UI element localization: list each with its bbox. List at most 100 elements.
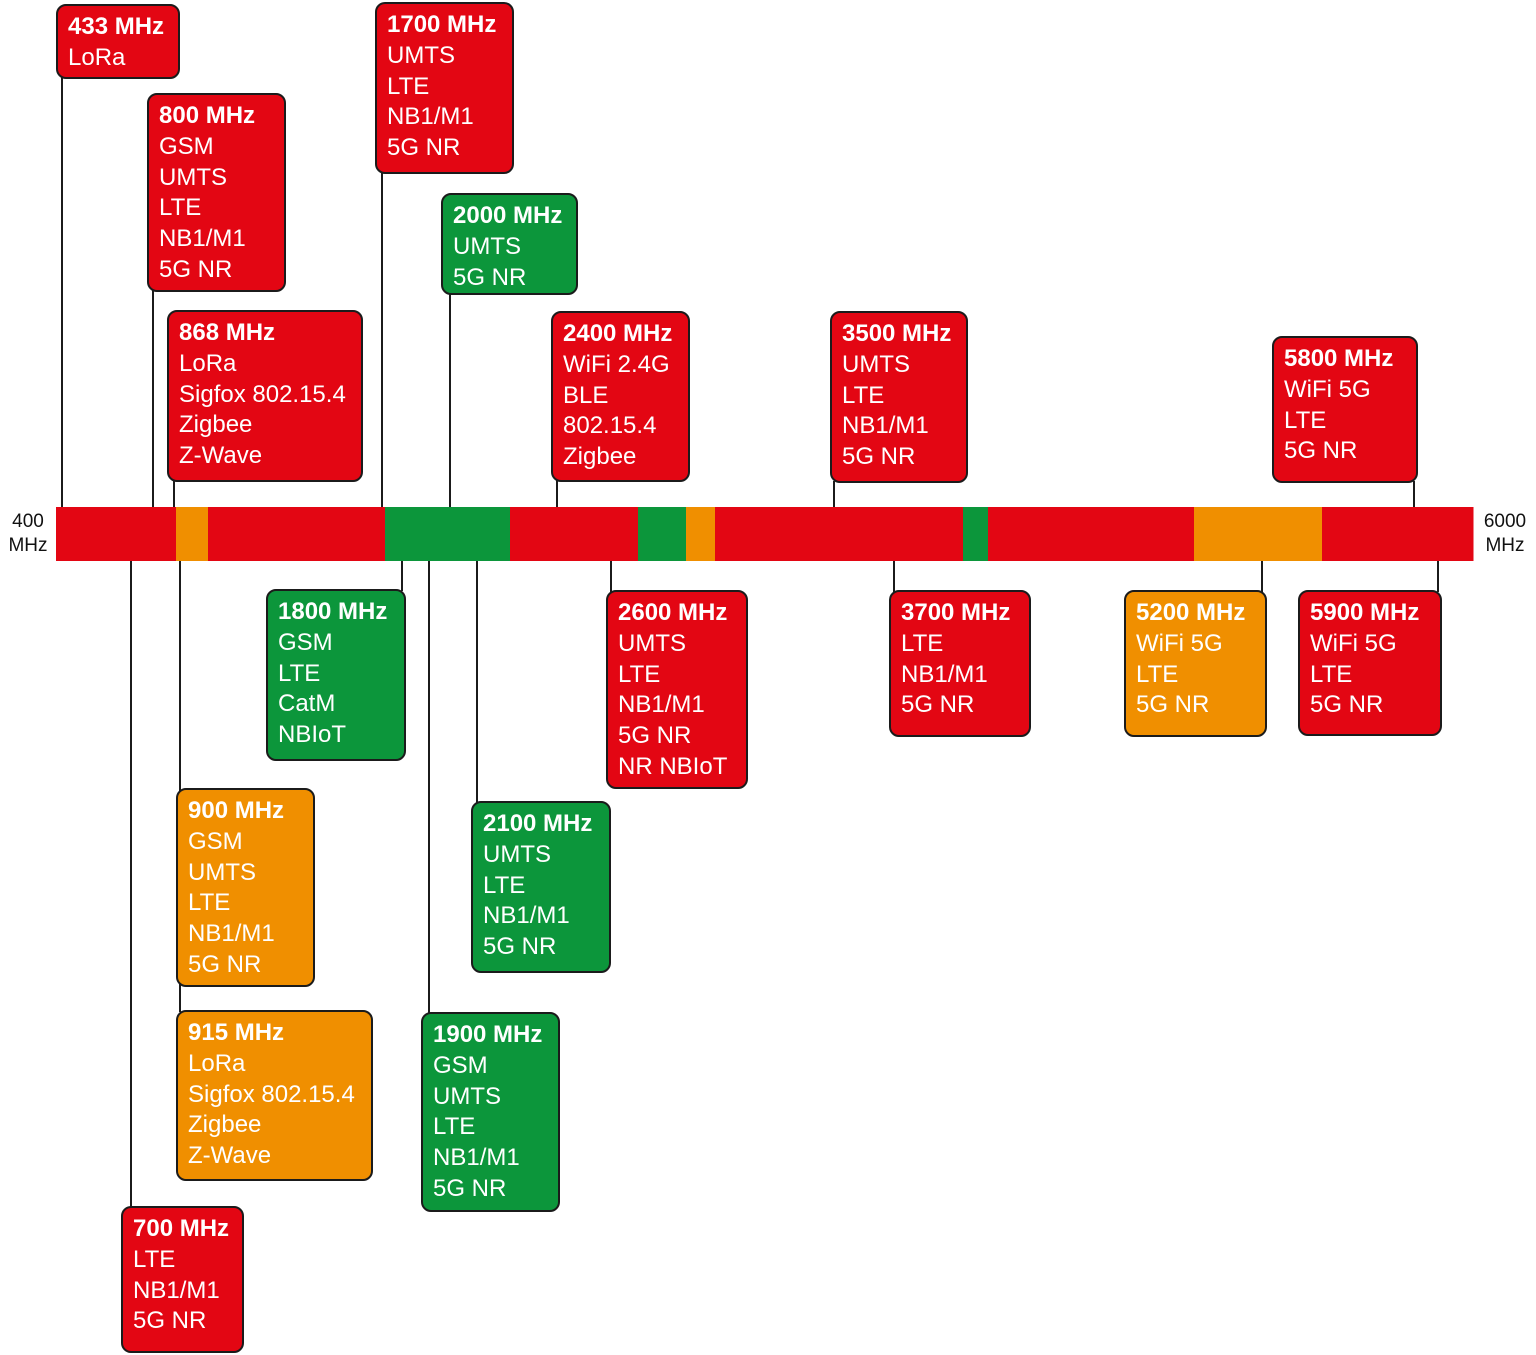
band-frequency: 5200 MHz (1136, 599, 1246, 626)
band-technology: 802.15.4 (563, 412, 657, 440)
band-technology: 5G NR (387, 134, 461, 162)
band-technology: 5G NR (159, 255, 233, 283)
band-technology: 5G NR (433, 1174, 507, 1202)
band-technology: 5G NR (483, 933, 557, 961)
band-technology: LTE (159, 194, 202, 222)
band-technology: LTE (1284, 406, 1327, 434)
band-frequency: 2100 MHz (483, 810, 593, 837)
band-frequency: 1900 MHz (433, 1021, 543, 1048)
band-technology: BLE (563, 381, 609, 409)
band-technology: GSM (433, 1051, 488, 1079)
band-technology: WiFi 5G (1136, 629, 1223, 657)
band-technology: LTE (901, 629, 944, 657)
band-frequency: 800 MHz (159, 102, 256, 129)
band-box-b868: 868 MHz LoRa Sigfox 802.15.4 Zigbee Z-Wave (167, 310, 363, 482)
band-technology: Z-Wave (188, 1142, 272, 1170)
band-technology: 5G NR (453, 263, 527, 291)
band-technology: LTE (1310, 660, 1353, 688)
band-box-b433: 433 MHz LoRa (56, 4, 180, 79)
axis-max-label: 6000 MHz (1483, 511, 1527, 556)
band-box-b3500: 3500 MHz UMTS LTE NB1/M1 5G NR (830, 311, 968, 483)
band-technology: WiFi 5G (1284, 375, 1371, 403)
band-technology: WiFi 2.4G (563, 350, 670, 378)
band-box-b800: 800 MHz GSM UMTS LTE NB1/M1 5G NR (147, 93, 286, 292)
band-technology: LTE (1136, 660, 1179, 688)
band-box-b5200: 5200 MHz WiFi 5G LTE 5G NR (1124, 590, 1267, 737)
band-frequency: 5800 MHz (1284, 345, 1394, 372)
band-frequency: 2400 MHz (563, 320, 673, 347)
band-box-b900: 900 MHz GSM UMTS LTE NB1/M1 5G NR (176, 788, 315, 987)
band-technology: NB1/M1 (159, 225, 246, 253)
band-technology: UMTS (159, 163, 227, 191)
band-technology: UMTS (387, 41, 455, 69)
spectrum-segment-green (963, 507, 989, 561)
spectrum-segment-green (638, 507, 687, 561)
band-technology: LTE (188, 889, 231, 917)
band-technology: NB1/M1 (483, 902, 570, 930)
band-technology: UMTS (188, 858, 256, 886)
band-technology: NB1/M1 (842, 412, 929, 440)
leader-lines (61, 77, 1439, 1208)
band-technology: 5G NR (901, 691, 975, 719)
spectrum-segment-red (988, 507, 1195, 561)
band-frequency: 5900 MHz (1310, 599, 1420, 626)
band-technology: LTE (433, 1113, 476, 1141)
spectrum-segment-red (715, 507, 964, 561)
spectrum-segment-orange (1194, 507, 1323, 561)
band-frequency: 868 MHz (179, 319, 276, 346)
band-technology: NB1/M1 (433, 1144, 520, 1172)
band-technology: LTE (133, 1245, 176, 1273)
band-technology: Sigfox 802.15.4 (188, 1080, 355, 1108)
band-frequency: 900 MHz (188, 797, 285, 824)
band-technology: LTE (387, 72, 430, 100)
band-technology: LoRa (188, 1049, 246, 1077)
band-technology: NBIoT (278, 721, 347, 749)
band-box-b3700: 3700 MHz LTE NB1/M1 5G NR (889, 590, 1031, 737)
band-box-b2400: 2400 MHz WiFi 2.4G BLE 802.15.4 Zigbee (551, 311, 690, 482)
band-technology: 5G NR (842, 443, 916, 471)
band-technology: NB1/M1 (133, 1276, 220, 1304)
band-box-b1900: 1900 MHz GSM UMTS LTE NB1/M1 5G NR (421, 1012, 560, 1212)
band-frequency: 700 MHz (133, 1215, 230, 1242)
band-frequency: 915 MHz (188, 1019, 285, 1046)
spectrum-segment-red (208, 507, 386, 561)
band-technology: UMTS (483, 840, 551, 868)
band-technology: UMTS (618, 629, 686, 657)
band-box-b1700: 1700 MHz UMTS LTE NB1/M1 5G NR (375, 2, 514, 174)
band-technology: WiFi 5G (1310, 629, 1397, 657)
band-frequency: 1700 MHz (387, 11, 497, 38)
band-technology: GSM (278, 628, 333, 656)
band-technology: LoRa (179, 349, 237, 377)
band-technology: LoRa (68, 43, 126, 71)
band-technology: Zigbee (563, 443, 637, 471)
spectrum-segment-orange (176, 507, 209, 561)
band-technology: NB1/M1 (901, 660, 988, 688)
band-frequency: 3700 MHz (901, 599, 1011, 626)
band-technology: LTE (483, 871, 526, 899)
band-technology: 5G NR (1284, 437, 1358, 465)
spectrum-segment-red (1322, 507, 1474, 561)
band-technology: GSM (159, 132, 214, 160)
band-frequency: 3500 MHz (842, 320, 952, 347)
band-technology: UMTS (453, 232, 521, 260)
band-box-b1800: 1800 MHz GSM LTE CatM NBIoT (266, 589, 406, 761)
spectrum-segment-green (385, 507, 511, 561)
band-box-b915: 915 MHz LoRa Sigfox 802.15.4 Zigbee Z-Wave (176, 1010, 373, 1181)
band-technology: Sigfox 802.15.4 (179, 380, 346, 408)
band-box-b2000: 2000 MHz UMTS 5G NR (441, 193, 578, 295)
band-frequency: 433 MHz (68, 13, 165, 40)
band-technology: NR NBIoT (618, 752, 728, 780)
band-technology: NB1/M1 (387, 103, 474, 131)
axis-min-label: 400 MHz (8, 511, 48, 556)
band-technology: Zigbee (188, 1111, 262, 1139)
band-technology: UMTS (433, 1082, 501, 1110)
band-technology: 5G NR (133, 1307, 207, 1335)
band-technology: UMTS (842, 350, 910, 378)
band-technology: LTE (278, 659, 321, 687)
spectrum-segment-red (56, 507, 177, 561)
band-box-b5900: 5900 MHz WiFi 5G LTE 5G NR (1298, 590, 1442, 736)
band-technology: 5G NR (618, 722, 692, 750)
band-technology: CatM (278, 690, 336, 718)
band-box-b2600: 2600 MHz UMTS LTE NB1/M1 5G NR NR NBIoT (606, 590, 748, 789)
